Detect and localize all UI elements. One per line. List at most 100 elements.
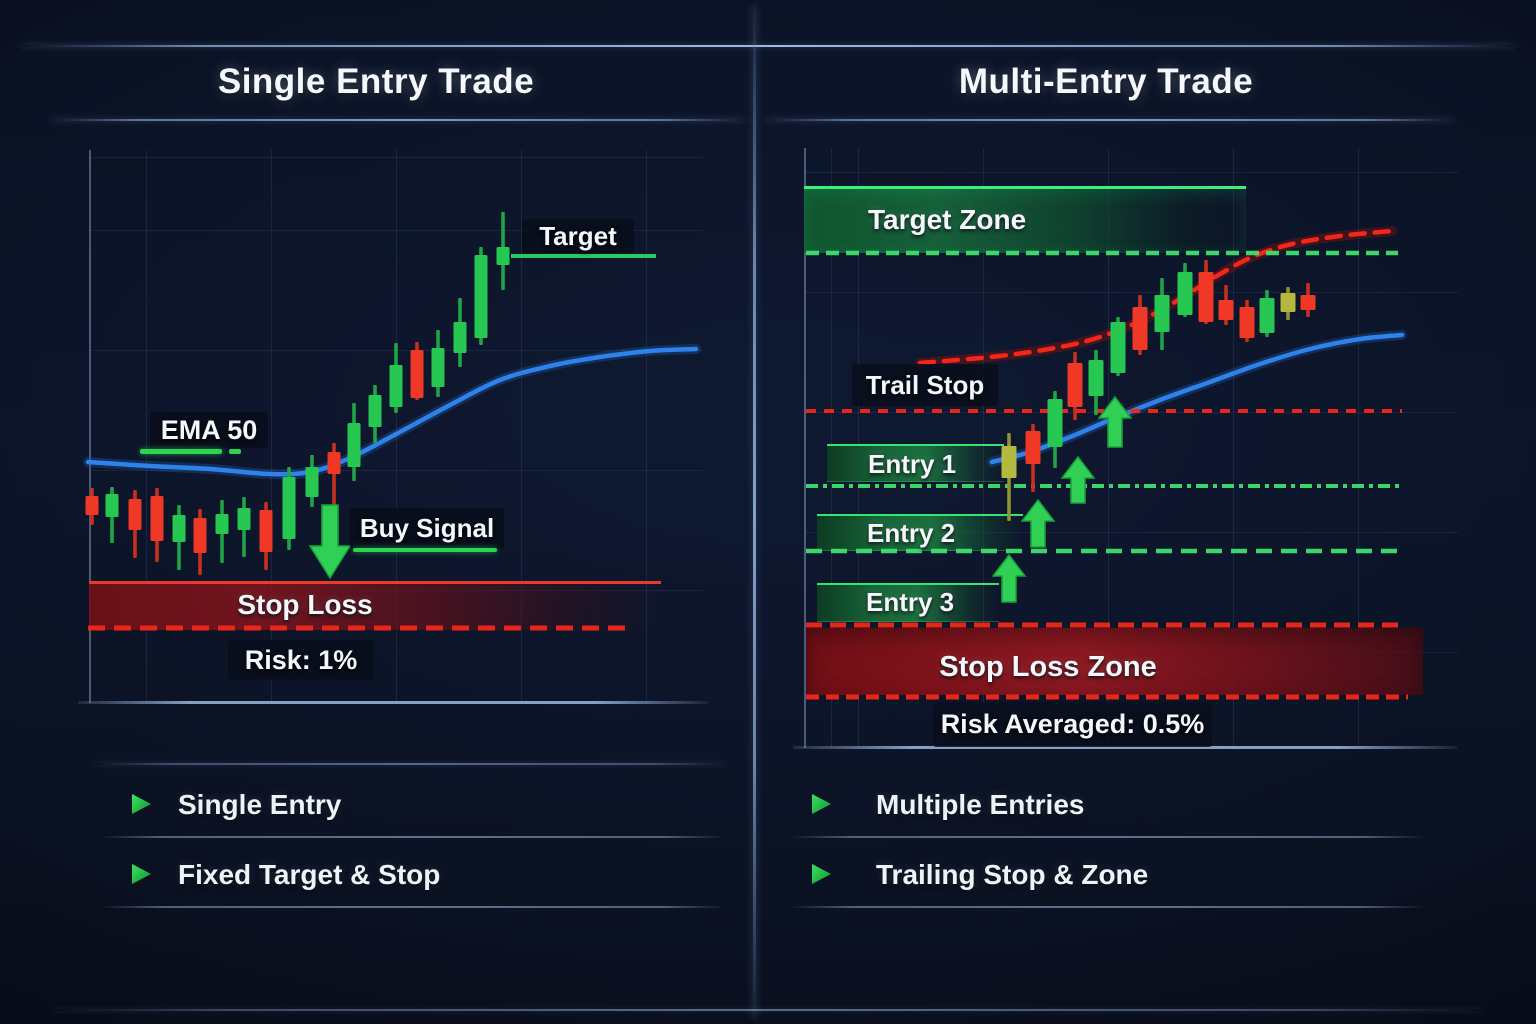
candle-body-left bbox=[474, 255, 488, 338]
candle-wick-left bbox=[373, 385, 377, 443]
right-bullet-2: Trailing Stop & Zone bbox=[876, 859, 1149, 890]
left-panel-title: Single Entry Trade bbox=[217, 62, 535, 101]
candle-body-right bbox=[1280, 293, 1296, 312]
candle-body-left bbox=[347, 423, 361, 467]
candle-wick-left bbox=[332, 443, 336, 528]
candle-wick-left bbox=[394, 343, 398, 413]
entry-up-arrow bbox=[1060, 455, 1096, 504]
bullet-triangle-icon bbox=[132, 794, 151, 814]
candle-wick-right bbox=[1007, 433, 1011, 521]
candle-wick-left bbox=[287, 467, 291, 550]
candle-body-left bbox=[105, 494, 119, 517]
candle-body-right bbox=[1067, 363, 1083, 407]
candle-wick-left bbox=[352, 403, 356, 481]
candle-body-left bbox=[410, 350, 424, 398]
candle-wick-right bbox=[1053, 391, 1057, 468]
buy-signal-label: Buy Signal bbox=[350, 508, 504, 549]
entry-2-label: Entry 2 bbox=[867, 518, 956, 548]
ema-50-line-right-glow bbox=[987, 330, 1407, 467]
candle-body-left bbox=[128, 499, 142, 530]
left-chart-baseline bbox=[78, 701, 708, 704]
candle-wick-right bbox=[1245, 300, 1249, 342]
candle-body-right bbox=[1132, 307, 1148, 350]
candle-body-left bbox=[431, 348, 445, 387]
right-bullet-1: Multiple Entries bbox=[876, 789, 1085, 820]
candle-wick-left bbox=[415, 342, 419, 400]
bullet-triangle-icon bbox=[812, 794, 831, 814]
candle-body-right bbox=[1110, 322, 1126, 373]
buy-signal-down-arrow bbox=[308, 504, 352, 580]
candle-wick-left bbox=[310, 455, 314, 507]
candle-body-left bbox=[453, 322, 467, 353]
candle-body-left bbox=[215, 514, 229, 534]
bullet-triangle-icon bbox=[132, 864, 151, 884]
ema-50-label: EMA 50 bbox=[150, 412, 268, 448]
candle-wick-left bbox=[110, 487, 114, 543]
left-bullet-divider-2 bbox=[100, 906, 725, 908]
candle-wick-left bbox=[220, 500, 224, 563]
candle-wick-right bbox=[1138, 295, 1142, 355]
buy-signal-underline bbox=[353, 548, 497, 552]
trail-stop-label: Trail Stop bbox=[852, 364, 998, 406]
candle-wick-right bbox=[1265, 290, 1269, 337]
right-bullet-divider-1 bbox=[790, 836, 1425, 838]
target-label: Target bbox=[522, 219, 634, 253]
candle-wick-left bbox=[479, 247, 483, 345]
left-bullet-1: Single Entry bbox=[178, 789, 342, 820]
candle-wick-left bbox=[242, 497, 246, 557]
candle-body-left bbox=[389, 365, 403, 407]
candle-wick-right bbox=[1073, 352, 1077, 420]
candle-wick-right bbox=[1160, 278, 1164, 350]
stop-loss-label: Stop Loss bbox=[237, 589, 373, 620]
candle-wick-right bbox=[1306, 283, 1310, 317]
candle-wick-left bbox=[155, 488, 159, 562]
top-frame-line bbox=[22, 45, 1514, 47]
candle-body-right bbox=[1300, 295, 1316, 310]
candle-wick-left bbox=[198, 509, 202, 575]
candle-body-left bbox=[85, 496, 99, 515]
candle-body-right bbox=[1198, 272, 1214, 322]
candle-body-left bbox=[327, 452, 341, 474]
candle-wick-right bbox=[1204, 260, 1208, 324]
candle-body-left bbox=[193, 518, 207, 553]
candle-wick-left bbox=[458, 298, 462, 367]
candle-body-right bbox=[1047, 399, 1063, 447]
ema-50-line-right bbox=[989, 332, 1405, 465]
candle-body-left bbox=[282, 477, 296, 539]
right-title-underline bbox=[766, 119, 1454, 121]
candle-body-right bbox=[1154, 295, 1170, 332]
candle-wick-right bbox=[1031, 424, 1035, 492]
entry-up-arrow bbox=[1020, 498, 1056, 548]
ema-underline bbox=[140, 449, 222, 454]
candle-wick-left bbox=[501, 212, 505, 290]
candle-body-left bbox=[172, 515, 186, 542]
candle-body-right bbox=[1088, 360, 1104, 396]
candle-body-left bbox=[305, 467, 319, 497]
entry-1-label: Entry 1 bbox=[868, 449, 957, 479]
candle-wick-left bbox=[177, 505, 181, 570]
candle-wick-right bbox=[1224, 285, 1228, 325]
left-title-underline bbox=[52, 119, 746, 121]
right-bullet-divider-2 bbox=[790, 906, 1425, 908]
candle-body-right bbox=[1218, 300, 1234, 320]
candle-body-left bbox=[150, 496, 164, 541]
left-bullet-divider-1 bbox=[100, 836, 725, 838]
candle-wick-right bbox=[1116, 317, 1120, 376]
candle-wick-left bbox=[133, 490, 137, 558]
candle-body-right bbox=[1025, 431, 1041, 464]
candle-body-left bbox=[237, 508, 251, 530]
bullet-triangle-icon bbox=[812, 864, 831, 884]
candle-body-left bbox=[259, 510, 273, 552]
bottom-frame-line bbox=[55, 1009, 1481, 1011]
entry-3-label: Entry 3 bbox=[866, 587, 955, 617]
entry-up-arrow bbox=[1097, 395, 1133, 448]
risk-label: Risk: 1% bbox=[228, 640, 374, 680]
right-panel-title: Multi-Entry Trade bbox=[958, 62, 1254, 101]
candle-wick-right bbox=[1094, 350, 1098, 415]
candle-body-right bbox=[1177, 272, 1193, 315]
candle-wick-right bbox=[1286, 287, 1290, 320]
candle-body-right bbox=[1259, 298, 1275, 333]
candle-body-left bbox=[496, 247, 510, 265]
candle-wick-left bbox=[264, 502, 268, 570]
